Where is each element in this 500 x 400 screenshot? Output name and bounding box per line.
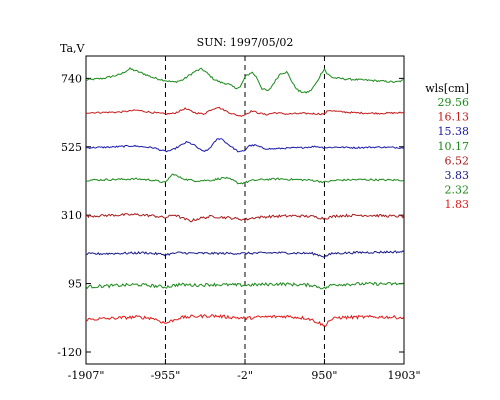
series-group xyxy=(85,67,405,327)
series-line-3-83 xyxy=(85,250,405,258)
y-axis-label: Ta,V xyxy=(60,42,86,55)
series-line-6-52 xyxy=(85,212,405,223)
series-line-2-32 xyxy=(85,281,405,290)
x-tick-label: 1903" xyxy=(387,369,420,382)
x-tick-label: -2" xyxy=(237,369,253,382)
legend-entry: 3.83 xyxy=(445,169,470,182)
y-tick-label: 525 xyxy=(61,141,82,154)
y-tick-label: 310 xyxy=(61,209,82,222)
chart-title: SUN: 1997/05/02 xyxy=(197,36,294,49)
y-tick-label: 740 xyxy=(61,72,82,85)
legend-entry: 10.17 xyxy=(438,140,470,153)
legend-entry: 29.56 xyxy=(438,96,470,109)
x-axis: -1907" -955" -2" 950" 1903" xyxy=(68,359,421,382)
series-line-1-83 xyxy=(85,313,405,327)
series-line-15-38 xyxy=(85,138,405,153)
series-line-16-13 xyxy=(85,106,405,118)
series-line-29-56 xyxy=(85,67,405,94)
x-tick-label: -1907" xyxy=(68,369,105,382)
legend-entry: 2.32 xyxy=(445,184,470,197)
legend-title: wls[cm] xyxy=(425,82,469,95)
y-tick-label: -120 xyxy=(57,346,82,359)
y-axis: 740 525 310 95 -120 xyxy=(57,72,404,359)
y-tick-label: 95 xyxy=(68,278,82,291)
x-tick-label: -955" xyxy=(151,369,181,382)
legend-entry: 15.38 xyxy=(438,125,470,138)
legend-entry: 1.83 xyxy=(445,198,470,211)
x-tick-label: 950" xyxy=(311,369,337,382)
series-line-10-17 xyxy=(86,173,405,185)
legend-entry: 6.52 xyxy=(445,154,470,167)
vertical-markers xyxy=(164,56,325,364)
legend-entry: 16.13 xyxy=(438,111,470,124)
